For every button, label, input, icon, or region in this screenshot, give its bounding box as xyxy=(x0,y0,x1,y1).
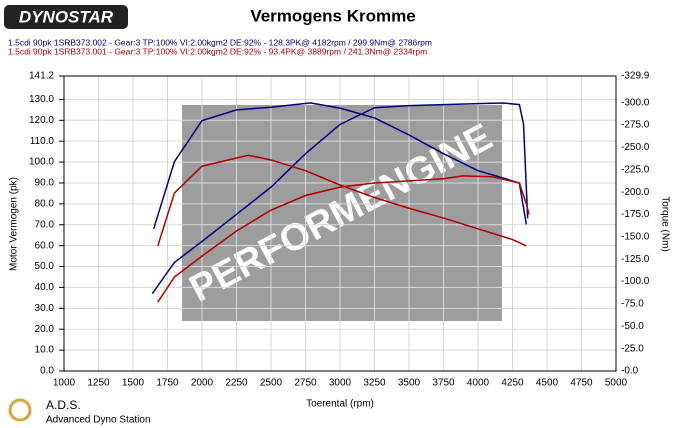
x-tick-label: 3750 xyxy=(432,378,455,389)
x-tick-label: 4000 xyxy=(467,378,490,389)
y-tick-label: 50.0 xyxy=(35,261,55,272)
y-tick-label: 100.0 xyxy=(29,157,54,168)
y-tick-label: 10.0 xyxy=(35,345,55,356)
x-tick-label: 2750 xyxy=(294,378,317,389)
x-tick-label: 4500 xyxy=(536,378,559,389)
run-label: 1.5cdi 90pk 1SRB373.002 - Gear:3 TP:100%… xyxy=(8,37,432,47)
logo-box xyxy=(4,5,128,29)
y-axis-label: Motor Vermogen (pk) xyxy=(9,177,20,271)
plot-frame xyxy=(63,75,617,372)
logo: DYNOSTAR xyxy=(19,7,114,26)
y-tick-label: 20.0 xyxy=(35,324,55,335)
series-line xyxy=(157,175,530,303)
series-line xyxy=(152,102,528,230)
series-line xyxy=(151,102,529,295)
y2-tick-label: -25.0 xyxy=(621,343,644,354)
y-tick-label: 30.0 xyxy=(35,303,55,314)
footer-logo xyxy=(8,398,32,422)
x-tick-label: 2500 xyxy=(260,378,283,389)
x-tick-label: 4250 xyxy=(501,378,524,389)
x-tick-label: 4750 xyxy=(570,378,593,389)
y2-tick-label: -125.0 xyxy=(621,254,650,265)
y-tick-label: 70.0 xyxy=(35,219,55,230)
x-tick-label: 5000 xyxy=(605,378,628,389)
y2-tick-label: -100.0 xyxy=(621,276,650,287)
y2-tick-label: -250.0 xyxy=(621,142,650,153)
y2-tick-label: -329.9 xyxy=(621,71,650,82)
x-axis-label: Toerental (rpm) xyxy=(306,399,374,410)
x-tick-label: 3500 xyxy=(398,378,421,389)
y-tick-label: 141.2 xyxy=(29,71,54,82)
x-tick-label: 1500 xyxy=(122,378,145,389)
y-tick-label: 130.0 xyxy=(29,94,54,105)
series-line xyxy=(157,154,527,247)
chart-title: Vermogens Kromme xyxy=(250,6,415,25)
y2-tick-label: -175.0 xyxy=(621,209,650,220)
y2-tick-label: -300.0 xyxy=(621,97,650,108)
y-tick-label: 90.0 xyxy=(35,178,55,189)
y2-tick-label: -50.0 xyxy=(621,321,644,332)
x-tick-label: 2000 xyxy=(191,378,214,389)
y2-tick-label: -225.0 xyxy=(621,164,650,175)
y2-tick-label: -75.0 xyxy=(621,299,644,310)
y-tick-label: 0.0 xyxy=(40,366,54,377)
footer-subtitle: Advanced Dyno Station xyxy=(46,415,151,426)
y2-tick-label: -200.0 xyxy=(621,187,650,198)
footer-title: A.D.S. xyxy=(46,398,81,412)
run-label: 1.5cdi 90pk 1SRB373.001 - Gear:3 TP:100%… xyxy=(8,46,427,56)
y2-tick-label: -0.0 xyxy=(621,366,639,377)
y-tick-label: 120.0 xyxy=(29,115,54,126)
x-tick-label: 3250 xyxy=(363,378,386,389)
x-tick-label: 3000 xyxy=(329,378,352,389)
y2-tick-label: -150.0 xyxy=(621,232,650,243)
y-tick-label: 110.0 xyxy=(30,136,55,147)
y-tick-label: 60.0 xyxy=(35,240,55,251)
x-tick-label: 1000 xyxy=(53,378,76,389)
y-tick-label: 40.0 xyxy=(35,282,55,293)
x-tick-label: 2250 xyxy=(225,378,248,389)
y2-axis-label: Torque (Nm) xyxy=(659,196,670,252)
x-tick-label: 1250 xyxy=(87,378,110,389)
x-tick-label: 1750 xyxy=(156,378,179,389)
y2-tick-label: -275.0 xyxy=(621,120,650,131)
y-tick-label: 80.0 xyxy=(35,199,55,210)
